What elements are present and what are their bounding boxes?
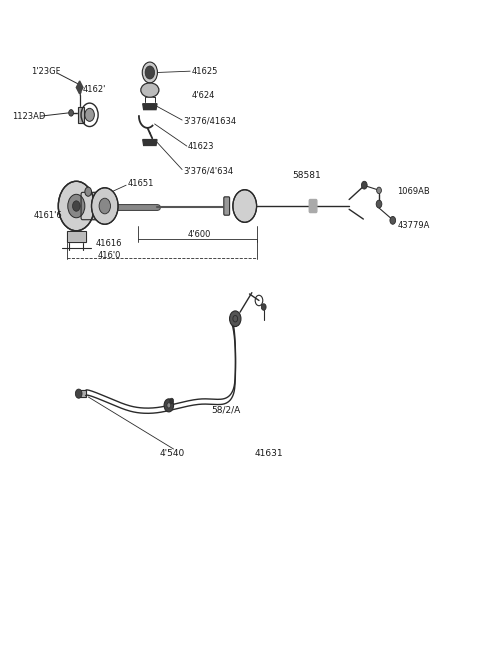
Circle shape	[99, 198, 110, 214]
Circle shape	[229, 311, 241, 327]
Polygon shape	[77, 390, 86, 397]
Circle shape	[72, 201, 80, 212]
Circle shape	[390, 216, 396, 224]
FancyBboxPatch shape	[81, 193, 103, 219]
Text: 41623: 41623	[188, 142, 214, 150]
FancyBboxPatch shape	[224, 197, 229, 215]
Text: 41625: 41625	[192, 66, 218, 76]
Text: 4'600: 4'600	[188, 229, 211, 238]
Circle shape	[164, 399, 174, 412]
Circle shape	[68, 194, 85, 217]
Circle shape	[85, 108, 95, 122]
Circle shape	[85, 187, 92, 196]
Circle shape	[170, 398, 174, 403]
Circle shape	[167, 403, 171, 408]
Ellipse shape	[141, 83, 159, 97]
Text: 4161'6: 4161'6	[34, 212, 62, 220]
Polygon shape	[143, 104, 157, 110]
Circle shape	[361, 181, 367, 189]
Text: 3'376/41634: 3'376/41634	[183, 117, 236, 126]
Text: 1'23GF: 1'23GF	[31, 66, 61, 76]
Circle shape	[145, 66, 155, 79]
Text: 4162': 4162'	[83, 85, 106, 94]
Text: 4'540: 4'540	[159, 449, 185, 458]
Circle shape	[75, 389, 82, 398]
Circle shape	[142, 62, 157, 83]
Circle shape	[233, 190, 257, 222]
Text: 43779A: 43779A	[397, 221, 430, 230]
Text: 416'0: 416'0	[97, 251, 121, 260]
Circle shape	[261, 304, 266, 310]
FancyBboxPatch shape	[309, 200, 317, 213]
Circle shape	[92, 188, 118, 224]
Text: 1123AD: 1123AD	[12, 112, 46, 121]
Polygon shape	[78, 107, 84, 123]
Text: 4'624: 4'624	[192, 91, 215, 101]
Text: 1069AB: 1069AB	[397, 187, 430, 196]
Text: 41616: 41616	[96, 239, 122, 248]
Circle shape	[376, 200, 382, 208]
Polygon shape	[143, 139, 157, 145]
Polygon shape	[67, 231, 86, 242]
Text: 58/2/A: 58/2/A	[212, 405, 241, 415]
Text: 41651: 41651	[128, 179, 154, 189]
Polygon shape	[76, 81, 83, 94]
Circle shape	[377, 187, 382, 194]
Text: 3'376/4'634: 3'376/4'634	[183, 166, 233, 175]
Text: 58581: 58581	[292, 171, 321, 180]
Circle shape	[69, 110, 73, 116]
Text: 41631: 41631	[254, 449, 283, 458]
Circle shape	[58, 181, 95, 231]
